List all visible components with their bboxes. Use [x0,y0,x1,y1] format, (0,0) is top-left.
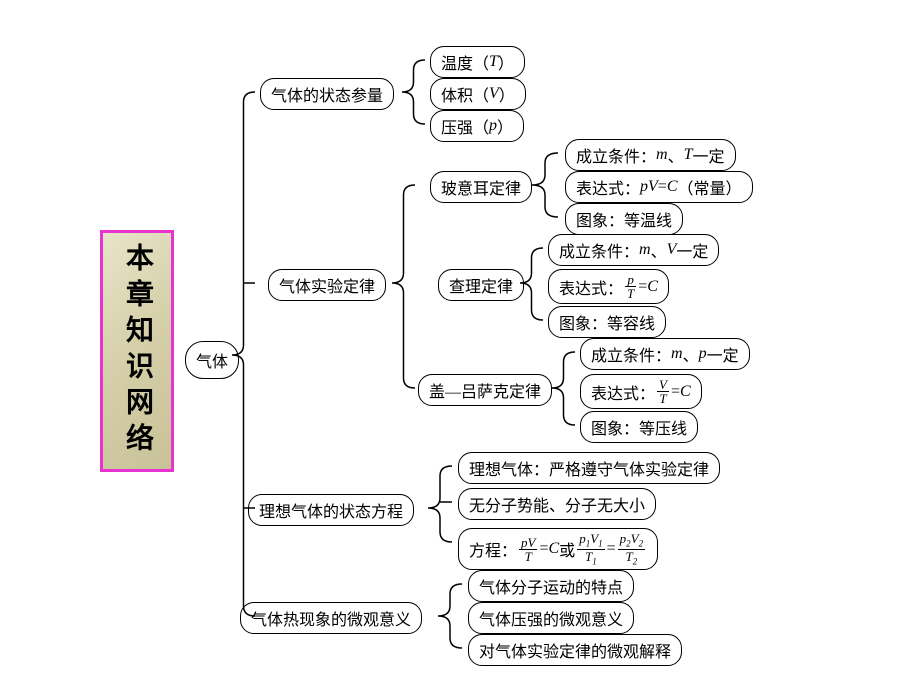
brace-n3 [428,466,452,542]
tree-node-n3a: 理想气体：严格遵守气体实验定律 [458,452,720,484]
brace-n2c [552,352,575,425]
tree-node-n2a2: 表达式：pV=C（常量） [565,171,753,203]
chapter-title: 本章知识网络 [100,230,174,472]
tree-node-n4a: 气体分子运动的特点 [468,570,634,602]
tree-node-n2b3: 图象：等容线 [548,306,666,338]
brace-n2 [392,185,415,388]
tree-node-n2a1: 成立条件：m、T一定 [565,139,736,171]
tree-node-n2c: 盖—吕萨克定律 [418,374,552,406]
tree-node-n1c: 压强（p） [430,110,524,142]
tree-node-n2b2: 表达式：pT =C [548,269,669,304]
tree-node-n2a: 玻意耳定律 [430,171,532,203]
tree-node-n4b: 气体压强的微观意义 [468,602,634,634]
tree-node-n4c: 对气体实验定律的微观解释 [468,634,682,666]
tree-node-n2: 气体实验定律 [268,269,386,301]
tree-node-n3c: 方程：pVT =C或p1V1T1 = p2V2T2 [458,528,658,570]
tree-node-n3b: 无分子势能、分子无大小 [458,488,656,520]
tree-node-n2b: 查理定律 [438,269,524,301]
tree-node-n3: 理想气体的状态方程 [248,494,414,526]
brace-n4 [438,584,462,648]
brace-n1 [402,60,425,124]
tree-node-n4: 气体热现象的微观意义 [240,602,422,634]
tree-node-n1: 气体的状态参量 [260,78,394,110]
tree-node-n1a: 温度（T） [430,46,525,78]
tree-node-n2c2: 表达式：VT =C [580,374,702,409]
tree-node-n2a3: 图象：等温线 [565,203,683,235]
brace-n2a [532,153,558,217]
tree-node-n2c1: 成立条件：m、p一定 [580,338,750,370]
tree-node-n2c3: 图象：等压线 [580,411,698,443]
tree-node-n2b1: 成立条件：m、V一定 [548,234,719,266]
tree-node-root: 气体 [185,341,239,379]
tree-node-n1b: 体积（V） [430,78,526,110]
